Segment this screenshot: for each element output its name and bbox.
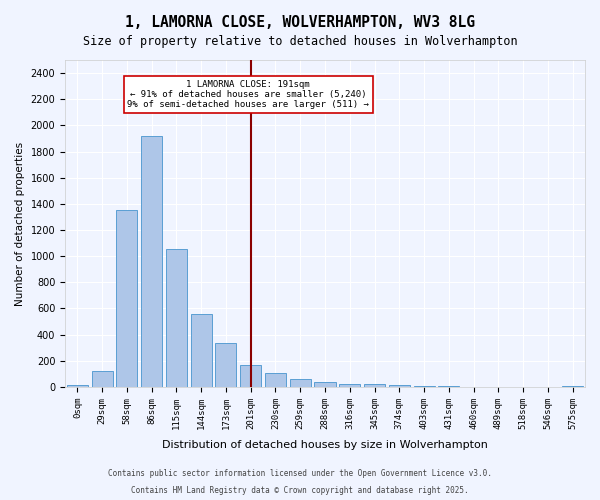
Bar xyxy=(438,386,460,387)
Bar xyxy=(141,136,162,387)
Bar xyxy=(265,372,286,387)
Text: Contains HM Land Registry data © Crown copyright and database right 2025.: Contains HM Land Registry data © Crown c… xyxy=(131,486,469,495)
Bar xyxy=(92,370,113,387)
Bar xyxy=(364,384,385,387)
Bar xyxy=(240,364,261,387)
Bar xyxy=(339,384,360,387)
Bar xyxy=(413,386,434,387)
Bar xyxy=(166,249,187,387)
X-axis label: Distribution of detached houses by size in Wolverhampton: Distribution of detached houses by size … xyxy=(162,440,488,450)
Text: 1 LAMORNA CLOSE: 191sqm
← 91% of detached houses are smaller (5,240)
9% of semi-: 1 LAMORNA CLOSE: 191sqm ← 91% of detache… xyxy=(127,80,369,110)
Bar xyxy=(290,379,311,387)
Text: Size of property relative to detached houses in Wolverhampton: Size of property relative to detached ho… xyxy=(83,35,517,48)
Text: 1, LAMORNA CLOSE, WOLVERHAMPTON, WV3 8LG: 1, LAMORNA CLOSE, WOLVERHAMPTON, WV3 8LG xyxy=(125,15,475,30)
Text: Contains public sector information licensed under the Open Government Licence v3: Contains public sector information licen… xyxy=(108,468,492,477)
Bar xyxy=(389,385,410,387)
Y-axis label: Number of detached properties: Number of detached properties xyxy=(15,142,25,306)
Bar xyxy=(67,385,88,387)
Bar xyxy=(191,314,212,387)
Bar xyxy=(116,210,137,387)
Bar xyxy=(314,382,335,387)
Bar xyxy=(562,386,583,387)
Bar xyxy=(215,343,236,387)
